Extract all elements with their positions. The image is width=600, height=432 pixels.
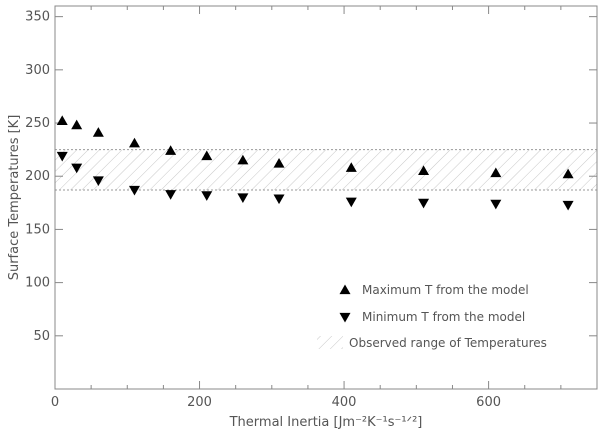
min-temp-point bbox=[562, 200, 574, 211]
x-tick-label: 400 bbox=[332, 395, 357, 410]
legend-max-label: Maximum T from the model bbox=[362, 283, 529, 297]
legend-max-marker bbox=[339, 284, 351, 295]
y-tick-label: 250 bbox=[25, 116, 50, 131]
max-temp-point bbox=[128, 137, 140, 148]
min-temp-point bbox=[418, 198, 430, 209]
x-tick-label: 600 bbox=[476, 395, 501, 410]
y-tick-label: 100 bbox=[25, 276, 50, 291]
max-temp-point bbox=[237, 154, 249, 165]
max-temp-point bbox=[71, 119, 83, 130]
max-temp-point bbox=[562, 168, 574, 179]
min-temp-point bbox=[273, 194, 285, 205]
observed-range-band bbox=[55, 149, 597, 191]
max-temp-point bbox=[418, 165, 430, 176]
max-temp-point bbox=[201, 150, 213, 161]
max-temp-point bbox=[273, 157, 285, 168]
y-tick-label: 50 bbox=[33, 329, 50, 344]
legend-min-marker bbox=[339, 312, 351, 323]
y-tick-label: 150 bbox=[25, 222, 50, 237]
y-tick-label: 300 bbox=[25, 63, 50, 78]
min-temp-point bbox=[237, 193, 249, 203]
max-temp-point bbox=[56, 115, 68, 126]
y-tick-label: 350 bbox=[25, 10, 50, 25]
min-temp-point bbox=[201, 191, 213, 201]
legend: Maximum T from the model Minimum T from … bbox=[317, 283, 547, 350]
max-temp-point bbox=[345, 162, 357, 172]
max-temp-point bbox=[165, 145, 177, 155]
max-temp-point bbox=[92, 127, 104, 137]
min-temp-point bbox=[345, 197, 357, 208]
max-temp-point bbox=[490, 167, 502, 178]
plot-frame bbox=[54, 5, 598, 390]
x-tick-label: 200 bbox=[187, 395, 212, 410]
legend-observed-label: Observed range of Temperatures bbox=[349, 336, 547, 350]
y-tick-label: 200 bbox=[25, 169, 50, 184]
min-temp-point bbox=[128, 185, 140, 196]
min-temp-point bbox=[165, 190, 177, 200]
y-axis-label: Surface Temperatures [K] bbox=[7, 115, 22, 281]
min-temp-point bbox=[490, 199, 502, 210]
x-axis-label: Thermal Inertia [Jm⁻²K⁻¹s⁻¹ᐟ²] bbox=[229, 415, 423, 430]
min-temp-point bbox=[71, 163, 83, 174]
min-temp-point bbox=[92, 176, 104, 186]
legend-min-label: Minimum T from the model bbox=[362, 310, 525, 324]
min-temp-point bbox=[56, 151, 68, 162]
legend-hatch-swatch bbox=[317, 336, 343, 349]
x-tick-label: 0 bbox=[51, 395, 59, 410]
